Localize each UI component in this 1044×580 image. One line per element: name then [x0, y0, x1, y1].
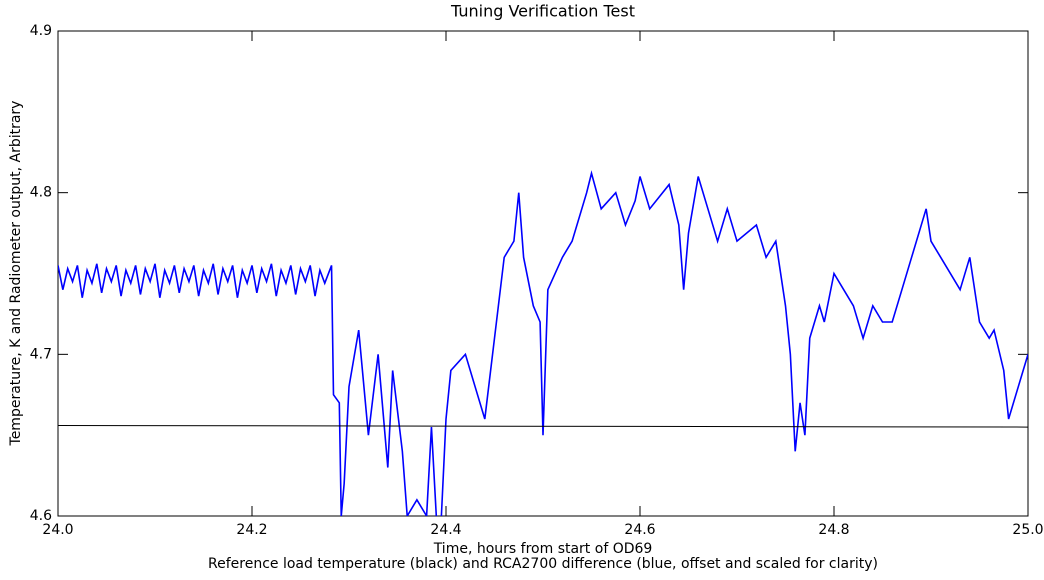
x-tick-label: 24.4: [430, 522, 461, 538]
y-tick-label: 4.6: [30, 508, 52, 524]
caption: Reference load temperature (black) and R…: [208, 556, 878, 572]
x-tick-label: 24.8: [818, 522, 849, 538]
series-line: [58, 424, 1028, 428]
chart-title: Tuning Verification Test: [450, 2, 635, 21]
x-tick-label: 24.6: [624, 522, 655, 538]
x-tick-label: 24.0: [42, 522, 73, 538]
y-axis-label: Temperature, K and Radiometer output, Ar…: [8, 101, 24, 447]
y-tick-label: 4.7: [30, 346, 52, 362]
plot-frame: [57, 30, 1029, 517]
x-tick-label: 25.0: [1012, 522, 1043, 538]
x-tick-label: 24.2: [236, 522, 267, 538]
x-axis-label: Time, hours from start of OD69: [433, 541, 653, 557]
y-tick-label: 4.9: [30, 23, 52, 39]
series-line: [58, 170, 1028, 516]
y-tick-label: 4.8: [30, 185, 52, 201]
